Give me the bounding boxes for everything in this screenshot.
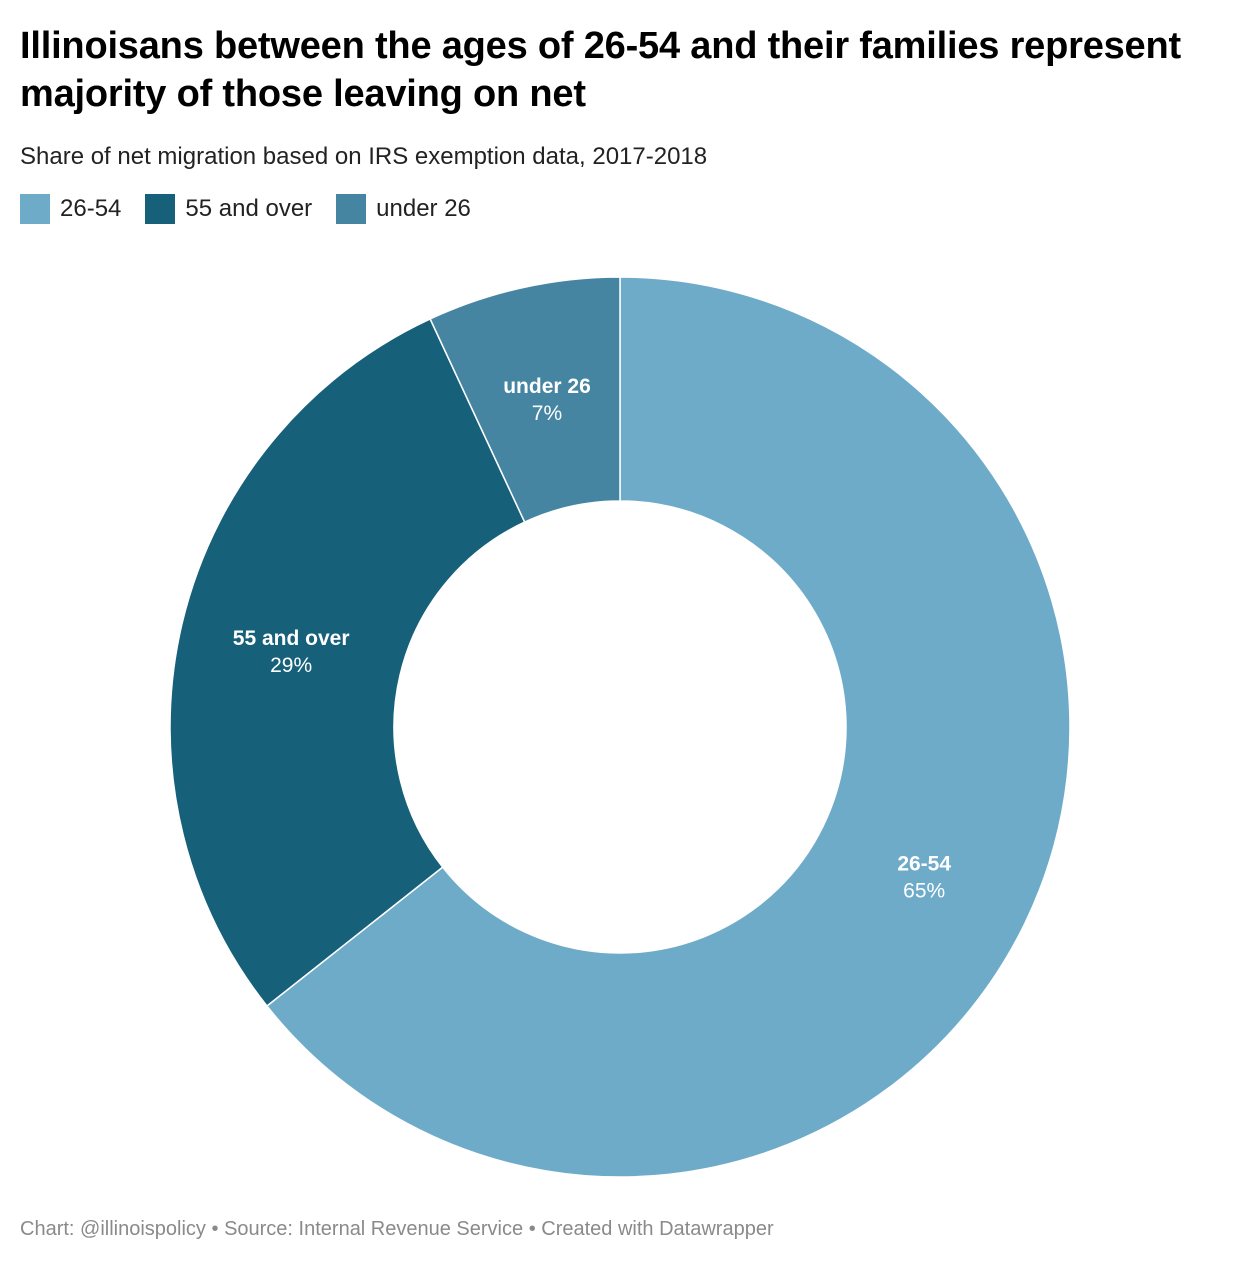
footer-source: Source: Internal Revenue Service	[224, 1218, 524, 1240]
legend-swatch-under-26	[336, 194, 367, 224]
slice-label-55-and-over: 55 and over	[233, 627, 350, 650]
slice-value-under-26: 7%	[532, 402, 562, 425]
legend-item-26-54: 26-54	[20, 193, 121, 225]
legend: 26-54 55 and over under 26	[20, 193, 495, 225]
slice-55-and-over	[169, 318, 526, 1008]
legend-swatch-26-54	[20, 194, 50, 224]
footer-created-with: Created with Datawrapper	[541, 1218, 774, 1240]
legend-item-under-26: under 26	[336, 193, 471, 225]
slice-under-26	[429, 276, 621, 524]
footer-separator: •	[528, 1218, 536, 1240]
chart-footer: Chart: @illinoispolicy • Source: Interna…	[20, 1215, 774, 1243]
legend-label-26-54: 26-54	[60, 195, 122, 222]
footer-chart-credit: Chart: @illinoispolicy	[20, 1218, 206, 1240]
chart-title: Illinoisans between the ages of 26-54 an…	[20, 25, 1181, 115]
legend-item-55-and-over: 55 and over	[145, 193, 312, 225]
slice-label-26-54: 26-54	[897, 852, 951, 875]
slice-label-under-26: under 26	[503, 375, 591, 398]
legend-swatch-55-and-over	[145, 194, 176, 224]
footer-separator: •	[211, 1218, 219, 1240]
legend-label-55-and-over: 55 and over	[185, 195, 313, 222]
slice-value-55-and-over: 29%	[270, 654, 312, 677]
legend-label-under-26: under 26	[376, 195, 471, 222]
slice-26-54	[265, 276, 1071, 1178]
chart-subtitle: Share of net migration based on IRS exem…	[20, 143, 708, 170]
slice-value-26-54: 65%	[903, 879, 945, 902]
